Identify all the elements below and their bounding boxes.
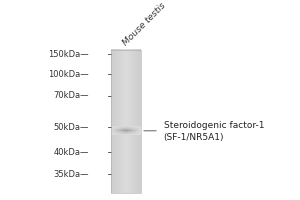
Text: 40kDa—: 40kDa— xyxy=(53,148,88,157)
Text: 35kDa—: 35kDa— xyxy=(53,170,88,179)
Bar xyxy=(111,50,141,193)
Text: 50kDa—: 50kDa— xyxy=(53,123,88,132)
Text: Steroidogenic factor-1
(SF-1/NR5A1): Steroidogenic factor-1 (SF-1/NR5A1) xyxy=(164,121,264,142)
Text: 70kDa—: 70kDa— xyxy=(53,91,88,100)
Text: 100kDa—: 100kDa— xyxy=(48,70,88,79)
Text: 150kDa—: 150kDa— xyxy=(48,50,88,59)
Text: Mouse testis: Mouse testis xyxy=(121,1,167,47)
